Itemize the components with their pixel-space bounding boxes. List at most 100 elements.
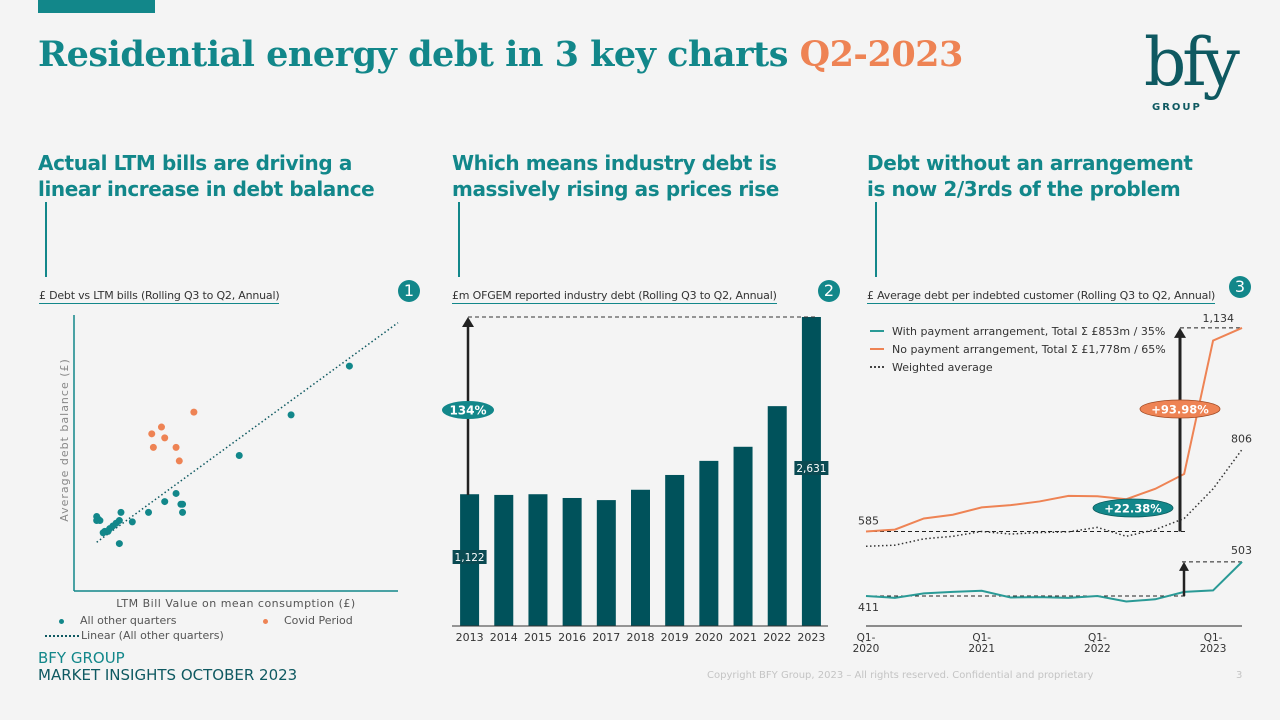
orange-dot-icon xyxy=(263,618,268,624)
label-end-no-arrangement: 1,134 xyxy=(1203,312,1235,325)
top-accent-bar xyxy=(38,0,155,13)
teal-dot-icon xyxy=(59,618,64,624)
arrow-head-icon xyxy=(1179,561,1189,571)
bar-2014 xyxy=(494,494,514,626)
bar-2017 xyxy=(596,500,616,626)
title-accent: Q2-2023 xyxy=(799,34,964,75)
x-axis-label: LTM Bill Value on mean consumption (£) xyxy=(116,597,355,610)
label-start-with-arrangement: 411 xyxy=(858,601,879,614)
x-tick-label: Q1- xyxy=(972,632,991,644)
bar-2016 xyxy=(562,497,582,626)
panel-1-heading-line1: Actual LTM bills are driving a xyxy=(38,151,352,175)
teal-line-icon xyxy=(870,330,884,332)
scatter-point xyxy=(287,411,295,419)
scatter-point xyxy=(235,452,243,459)
arrow-head-icon xyxy=(1174,327,1186,338)
x-tick-label: 2023 xyxy=(1200,643,1227,655)
scatter-point-covid xyxy=(149,443,157,451)
scatter-point xyxy=(96,517,104,525)
x-tick-label: 2022 xyxy=(763,631,791,644)
bar-2021 xyxy=(733,446,753,626)
scatter-point xyxy=(115,540,123,548)
footer-brand-name: BFY GROUP xyxy=(38,649,125,667)
panel-3-number-badge: 3 xyxy=(1229,276,1251,298)
panel-3-heading: Debt without an arrangement is now 2/3rds… xyxy=(867,150,1193,202)
data-label-bg xyxy=(452,550,487,564)
legend-item-linear: Linear (All other quarters) xyxy=(45,629,224,642)
x-tick-label: Q1- xyxy=(1088,632,1107,644)
page-number: 3 xyxy=(1236,670,1243,681)
panel-2-divider xyxy=(458,202,460,277)
x-tick-label: Q1- xyxy=(857,632,876,644)
panel-3-heading-line2: is now 2/3rds of the problem xyxy=(867,177,1181,201)
bar-chart: 134% 2013 1,122 2014 2015 2016 2017 2018 2019 20… xyxy=(442,316,829,644)
growth-badge-no-arrangement xyxy=(1139,399,1221,419)
legend-item-with-arrangement: With payment arrangement, Total Σ £853m … xyxy=(870,322,1166,340)
panel-1-number-badge: 1 xyxy=(398,280,420,302)
label-start-no-arrangement: 585 xyxy=(858,514,879,527)
line-legend: With payment arrangement, Total Σ £853m … xyxy=(870,322,1166,376)
legend-item-covid: Covid Period xyxy=(263,614,353,627)
scatter-point xyxy=(117,508,125,516)
copyright-notice: Copyright BFY Group, 2023 – All rights r… xyxy=(707,670,1094,681)
scatter-point-covid xyxy=(161,434,169,442)
scatter-point xyxy=(161,498,169,506)
scatter-point xyxy=(172,489,180,497)
panel-1-divider xyxy=(45,202,47,277)
legend-item-all-quarters: All other quarters xyxy=(59,614,177,627)
line-no-arrangement xyxy=(865,327,1243,533)
panel-1-heading-line2: linear increase in debt balance xyxy=(38,177,375,201)
panel-2-heading-line2: massively rising as prices rise xyxy=(452,177,779,201)
logo-wordmark: bfy xyxy=(1144,24,1240,101)
bar-2019 xyxy=(665,474,685,626)
growth-badge-with-arrangement xyxy=(1092,498,1174,518)
scatter-point xyxy=(115,517,123,525)
x-tick-label: 2023 xyxy=(797,631,825,644)
line-with-arrangement xyxy=(865,561,1243,603)
dotted-line-icon xyxy=(870,366,884,368)
growth-label-no-arrangement: +93.98% xyxy=(1151,403,1209,417)
growth-badge-label: 134% xyxy=(449,404,486,418)
legend-item-no-arrangement: No payment arrangement, Total Σ £1,778m … xyxy=(870,340,1166,358)
x-tick-label: 2013 xyxy=(456,631,484,644)
label-end-with-arrangement: 503 xyxy=(1231,544,1252,557)
panel-2-heading: Which means industry debt is massively ri… xyxy=(452,150,779,202)
x-tick-label: 2017 xyxy=(592,631,620,644)
scatter-point-covid xyxy=(175,457,183,465)
data-label-2013: 1,122 xyxy=(455,552,485,564)
bfy-logo: bfy GROUP xyxy=(1140,24,1250,117)
y-axis-label: Average debt balance (£) xyxy=(58,358,71,522)
line-weighted-average xyxy=(865,449,1243,548)
x-tick-label: 2016 xyxy=(558,631,586,644)
bar-2020 xyxy=(699,460,719,626)
scatter-point xyxy=(179,500,187,508)
panel-1-subtitle: £ Debt vs LTM bills (Rolling Q3 to Q2, A… xyxy=(39,289,280,304)
x-tick-label: 2018 xyxy=(627,631,655,644)
scatter-chart: Average debt balance (£) LTM Bill Value … xyxy=(58,315,399,610)
scatter-point xyxy=(345,362,353,370)
page-title: Residential energy debt in 3 key charts … xyxy=(38,34,963,75)
label-end-weighted-average: 806 xyxy=(1231,433,1252,446)
x-tick-label: 2022 xyxy=(1084,643,1111,655)
scatter-point-covid xyxy=(148,430,156,438)
footer-brand: BFY GROUP MARKET INSIGHTS OCTOBER 2023 xyxy=(38,650,297,684)
panel-3-divider xyxy=(875,202,877,277)
x-tick-label: 2021 xyxy=(729,631,757,644)
x-tick-label: 2019 xyxy=(661,631,689,644)
dotted-line-icon xyxy=(45,635,79,637)
legend-item-weighted-avg: Weighted average xyxy=(870,358,1166,376)
bar-2015 xyxy=(528,494,548,626)
panel-3-subtitle: £ Average debt per indebted customer (Ro… xyxy=(867,289,1216,304)
orange-line-icon xyxy=(870,348,884,350)
logo-subtext: GROUP xyxy=(1152,102,1202,113)
panel-2-subtitle: £m OFGEM reported industry debt (Rolling… xyxy=(452,289,777,304)
bar-2022 xyxy=(767,406,787,626)
x-tick-label: 2020 xyxy=(853,643,880,655)
growth-badge xyxy=(442,401,494,419)
growth-label-with-arrangement: +22.38% xyxy=(1104,502,1162,516)
x-tick-label: 2015 xyxy=(524,631,552,644)
footer-report-title: MARKET INSIGHTS OCTOBER 2023 xyxy=(38,666,298,684)
scatter-point xyxy=(145,508,153,516)
scatter-point-covid xyxy=(172,443,180,451)
